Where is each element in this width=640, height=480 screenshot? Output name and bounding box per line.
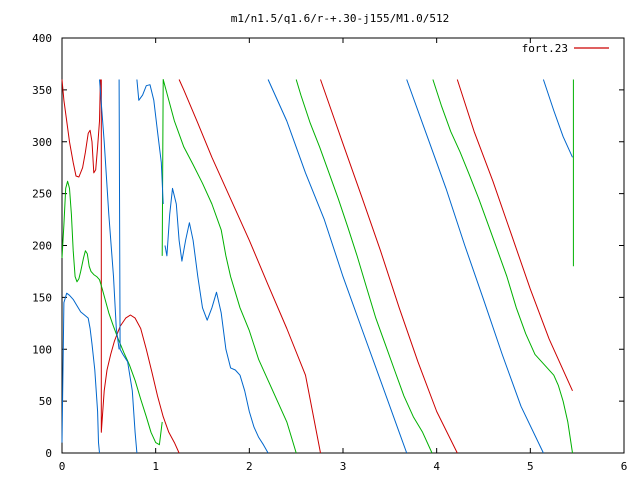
y-tick-label: 50 (39, 395, 52, 408)
x-tick-label: 5 (527, 460, 534, 473)
x-axis: 0 1 2 3 4 5 6 (59, 38, 628, 473)
x-tick-label: 6 (621, 460, 628, 473)
y-tick-label: 0 (45, 447, 52, 460)
x-tick-label: 1 (152, 460, 159, 473)
chart-title: m1/n1.5/q1.6/r-+.30-j155/M1.0/512 (231, 12, 450, 25)
series-line-0 (61, 79, 573, 454)
y-tick-label: 350 (32, 84, 52, 97)
y-axis: 0 50 100 150 200 250 300 350 400 (32, 32, 624, 460)
legend-label: fort.23 (522, 42, 568, 55)
series-layer (61, 79, 574, 454)
y-tick-label: 300 (32, 136, 52, 149)
series-line-2 (61, 79, 573, 454)
x-tick-label: 3 (340, 460, 347, 473)
y-tick-label: 250 (32, 188, 52, 201)
plot-frame (61, 37, 625, 454)
x-tick-label: 0 (59, 460, 66, 473)
x-tick-label: 4 (433, 460, 440, 473)
x-tick-label: 2 (246, 460, 253, 473)
legend: fort.23 (522, 42, 609, 55)
y-tick-label: 150 (32, 291, 52, 304)
y-tick-label: 100 (32, 343, 52, 356)
y-tick-label: 400 (32, 32, 52, 45)
y-tick-label: 200 (32, 240, 52, 253)
series-line-1 (61, 79, 574, 454)
